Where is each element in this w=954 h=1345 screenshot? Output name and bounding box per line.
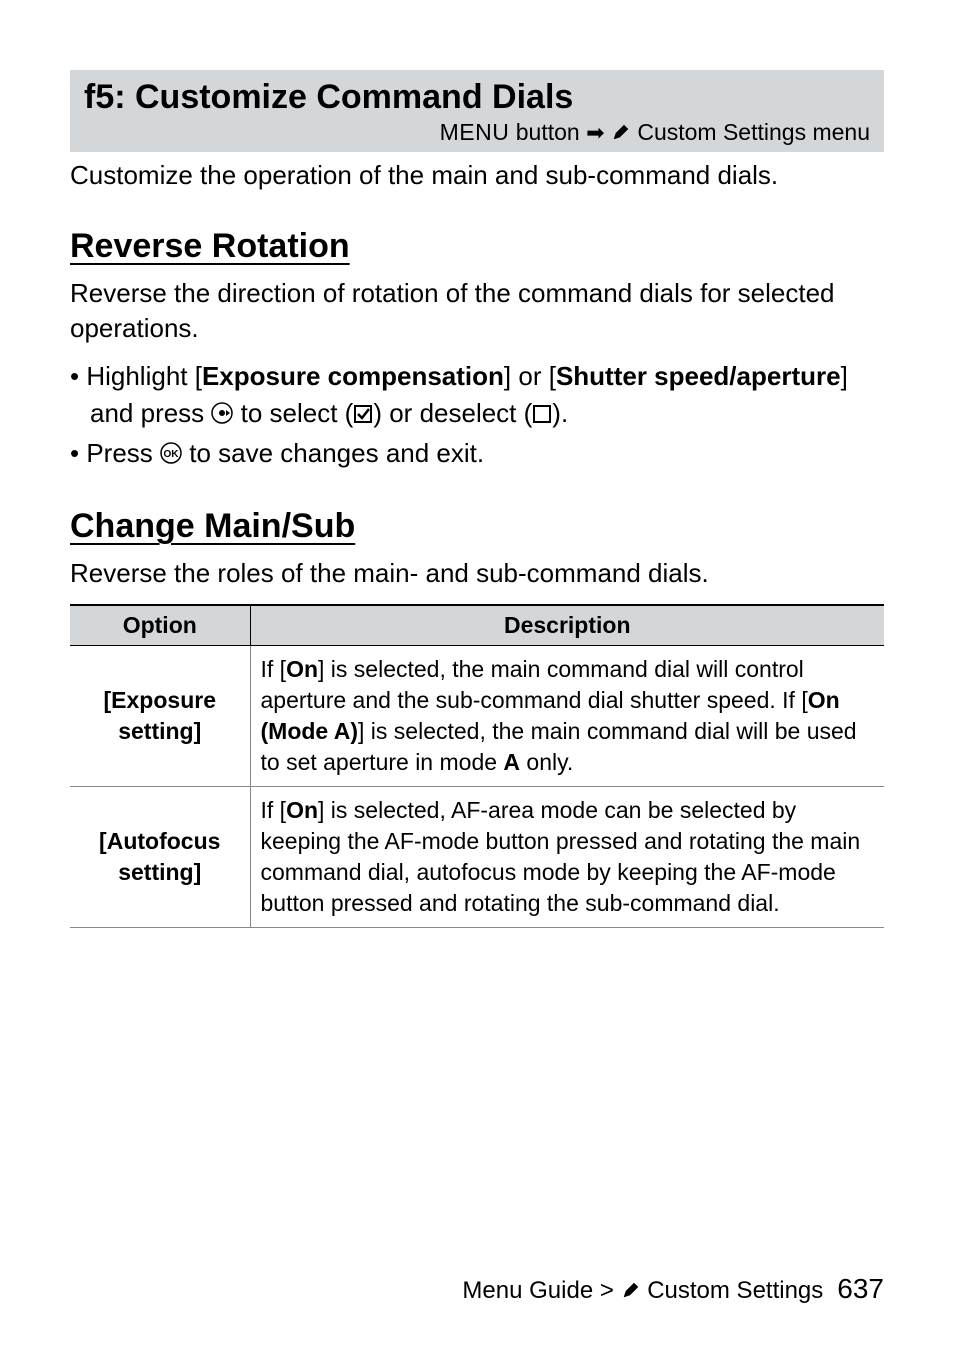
r1-d-mid1: ] is selected, AF-area mode can be selec…	[261, 797, 861, 916]
b1-post2: to select (	[233, 398, 353, 428]
breadcrumb-pre: Menu Guide >	[462, 1277, 620, 1304]
reverse-rotation-bullets: Highlight [Exposure compensation] or [Sh…	[70, 358, 884, 475]
page-number: 637	[837, 1273, 884, 1304]
pencil-icon	[611, 122, 631, 142]
options-table: Option Description [Exposure setting] If…	[70, 604, 884, 928]
b1-post3: ) or deselect (	[373, 398, 532, 428]
menu-label: MENU	[440, 119, 510, 145]
b1-pre: Highlight [	[86, 361, 202, 391]
b2-post: to save changes and exit.	[182, 438, 484, 468]
page-footer: Menu Guide > Custom Settings 637	[70, 1253, 884, 1305]
arrow-icon: ➡	[586, 120, 604, 145]
table-row: [Exposure setting] If [On] is selected, …	[70, 645, 884, 786]
breadcrumb-post: Custom Settings	[641, 1277, 824, 1304]
intro-text: Customize the operation of the main and …	[70, 158, 884, 193]
r0-d-pre: If [	[261, 656, 287, 682]
r0-d-mid1: ] is selected, the main command dial wil…	[261, 656, 808, 713]
r1-opt-pre: [	[99, 828, 107, 854]
table-row: [Autofocus setting] If [On] is selected,…	[70, 786, 884, 927]
ok-button-icon: OK	[160, 442, 182, 464]
reverse-rotation-heading: Reverse Rotation	[70, 227, 884, 266]
change-main-sub-body: Reverse the roles of the main- and sub-c…	[70, 556, 884, 591]
banner-title: f5: Customize Command Dials	[84, 78, 870, 117]
b1-mid: ] or [	[504, 361, 556, 391]
banner-subtitle: MENU button ➡ Custom Settings menu	[84, 119, 870, 146]
r0-opt-post: ]	[194, 718, 202, 744]
desc-cell-exposure: If [On] is selected, the main command di…	[250, 645, 884, 786]
checked-box-icon	[353, 404, 373, 424]
r1-d-pre: If [	[261, 797, 287, 823]
b1-post4: ).	[552, 398, 568, 428]
menu-tail: Custom Settings menu	[631, 119, 870, 145]
bullet-2: Press OK to save changes and exit.	[70, 435, 884, 471]
page-root: f5: Customize Command Dials MENU button …	[0, 0, 954, 1345]
th-description: Description	[250, 605, 884, 646]
table-header-row: Option Description	[70, 605, 884, 646]
title-banner: f5: Customize Command Dials MENU button …	[70, 70, 884, 152]
r1-opt-post: ]	[194, 859, 202, 885]
r1-d-b1: On	[286, 797, 318, 823]
bullet-1: Highlight [Exposure compensation] or [Sh…	[70, 358, 884, 431]
r1-opt-bold: Autofocus setting	[107, 828, 221, 885]
pencil-icon	[621, 1280, 641, 1300]
desc-cell-autofocus: If [On] is selected, AF-area mode can be…	[250, 786, 884, 927]
unchecked-box-icon	[532, 404, 552, 424]
r0-d-b1: On	[286, 656, 318, 682]
b2-pre: Press	[86, 438, 160, 468]
multi-selector-right-icon	[211, 402, 233, 424]
r0-d-post: only.	[520, 749, 573, 775]
b1-bold1: Exposure compensation	[202, 361, 504, 391]
svg-text:OK: OK	[164, 449, 180, 460]
reverse-rotation-body: Reverse the direction of rotation of the…	[70, 276, 884, 346]
button-word: button	[509, 119, 586, 145]
r0-d-b3: A	[503, 749, 520, 775]
option-cell-autofocus: [Autofocus setting]	[70, 786, 250, 927]
b1-bold2: Shutter speed/aperture	[556, 361, 841, 391]
th-option: Option	[70, 605, 250, 646]
option-cell-exposure: [Exposure setting]	[70, 645, 250, 786]
change-main-sub-heading: Change Main/Sub	[70, 507, 884, 546]
